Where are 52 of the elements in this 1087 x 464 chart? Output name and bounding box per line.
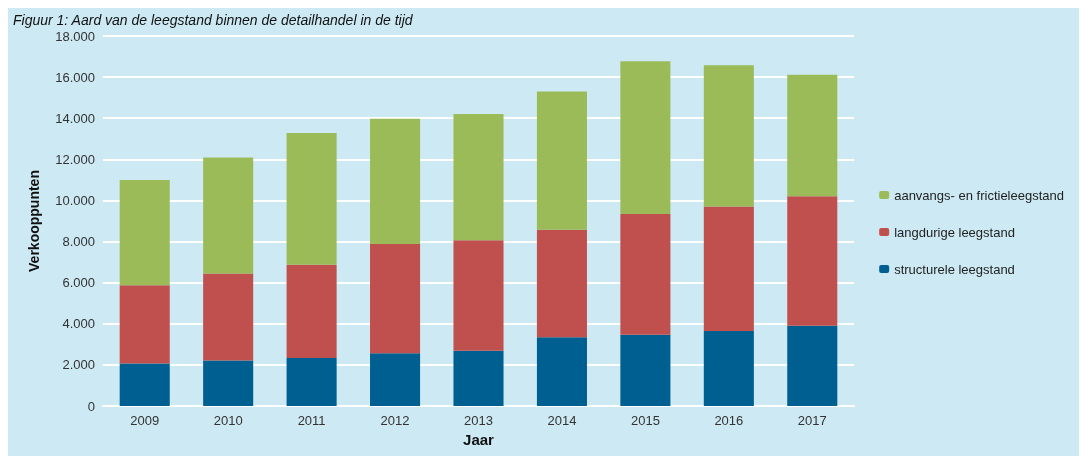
y-tick-label: 14.000 [55,110,95,126]
x-tick-label: 2017 [797,413,827,428]
x-tick-label: 2014 [547,413,577,428]
bar [203,360,254,406]
x-tick-label: 2016 [714,413,744,428]
bar [620,61,671,215]
bar [119,363,170,406]
bar [787,325,838,406]
x-tick-label: 2012 [380,413,410,428]
bar [286,357,337,406]
y-tick-label: 6.000 [62,275,95,291]
x-tick-label: 2009 [130,413,160,428]
y-tick-label: 12.000 [55,151,95,167]
legend-label: structurele leegstand [894,261,1015,277]
x-tick-label: 2015 [630,413,660,428]
y-tick-label: 2.000 [62,357,95,373]
bar [536,337,587,406]
bar [536,229,587,338]
y-tick-label: 8.000 [62,234,95,250]
bar [787,196,838,326]
legend-label: aanvangs- en frictieleegstand [894,187,1065,203]
bar [787,74,838,197]
y-tick-label: 18.000 [55,28,95,44]
legend-label: langdurige leegstand [894,224,1015,240]
y-tick-label: 0 [87,398,95,414]
bar [703,65,754,207]
bar [536,91,587,230]
y-tick-label: 16.000 [55,69,95,85]
bar [453,350,504,406]
bar [203,273,254,361]
bar [203,157,254,274]
y-tick-label: 10.000 [55,192,95,208]
bar [286,133,337,265]
x-tick-label: 2010 [213,413,243,428]
y-axis-title: Verkooppunten [26,170,42,272]
bar [620,334,671,406]
bar [620,214,671,335]
bar [119,285,170,364]
bar [703,330,754,406]
y-tick-label: 4.000 [62,316,95,332]
bar [119,179,170,286]
bar [370,353,421,406]
x-axis-title: Jaar [463,431,495,448]
bar [453,240,504,351]
x-tick-label: 2011 [297,413,326,428]
bar [370,244,421,354]
bar [370,118,421,245]
x-tick-label: 2013 [464,413,493,428]
chart-title: Figuur 1: Aard van de leegstand binnen de detailhandel in de tijd [13,12,414,28]
bar [703,206,754,331]
bar [286,264,337,358]
bar [453,114,504,241]
